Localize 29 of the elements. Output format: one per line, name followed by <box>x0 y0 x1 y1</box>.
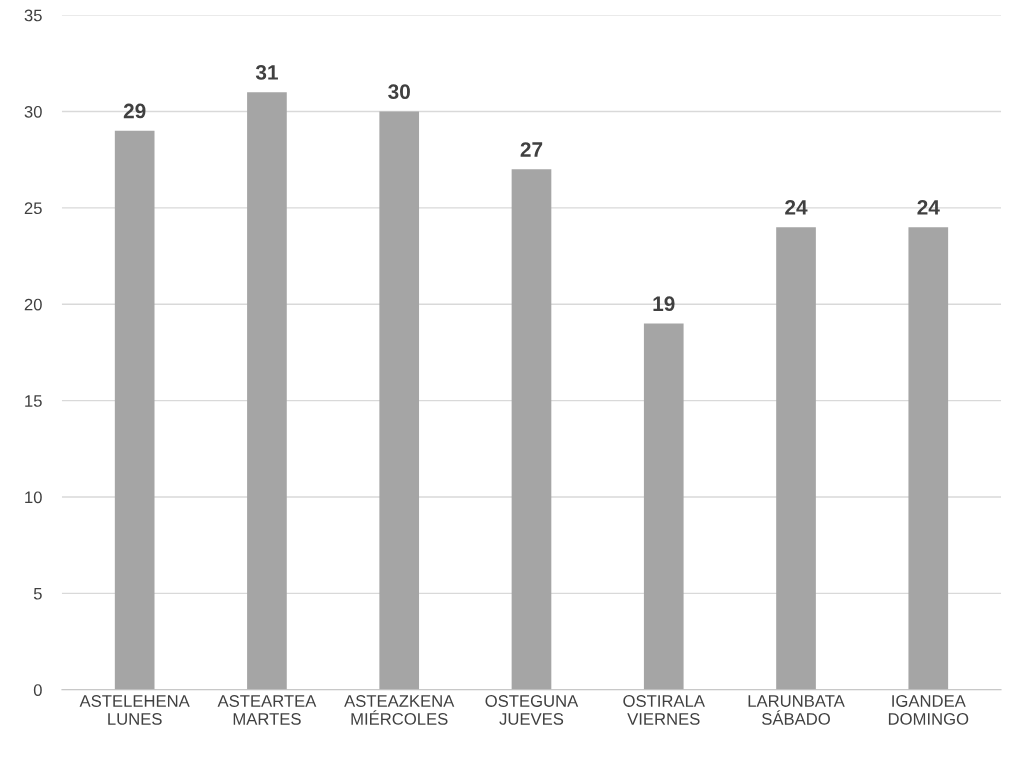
data-label: 27 <box>520 142 543 157</box>
data-label: 29 <box>123 103 146 119</box>
x-tick-label: OSTEGUNA JUEVES <box>485 695 579 725</box>
y-tick-label: 10 <box>25 491 42 504</box>
x-tick-label: ASTELEHENA LUNES <box>79 695 190 725</box>
x-tick-label: LARUNBATA SÁBADO <box>748 695 845 725</box>
y-tick-label: 25 <box>24 202 42 215</box>
bar <box>908 227 949 690</box>
y-tick-label: 20 <box>24 298 42 311</box>
bar <box>247 92 287 690</box>
data-label: 24 <box>785 199 808 215</box>
x-tick-label: ASTEARTEA MARTES <box>217 695 317 725</box>
data-label: 31 <box>255 65 278 80</box>
bar <box>643 323 684 690</box>
data-label: 19 <box>653 296 675 312</box>
bar <box>114 130 155 690</box>
bar <box>379 111 420 690</box>
y-tick-label: 35 <box>24 9 42 22</box>
y-tick-label: 15 <box>25 395 42 407</box>
bar <box>511 169 552 690</box>
y-tick-label: 0 <box>33 684 42 696</box>
data-label: 24 <box>917 199 940 215</box>
y-tick-label: 5 <box>33 587 42 600</box>
x-tick-label: IGANDEA DOMINGO <box>888 695 969 725</box>
data-label: 30 <box>388 84 410 100</box>
x-tick-label: ASTEAZKENA MIÉRCOLES <box>344 695 455 725</box>
bar <box>776 227 816 690</box>
y-tick-label: 30 <box>24 105 42 118</box>
x-tick-label: OSTIRALA VIERNES <box>623 695 705 725</box>
